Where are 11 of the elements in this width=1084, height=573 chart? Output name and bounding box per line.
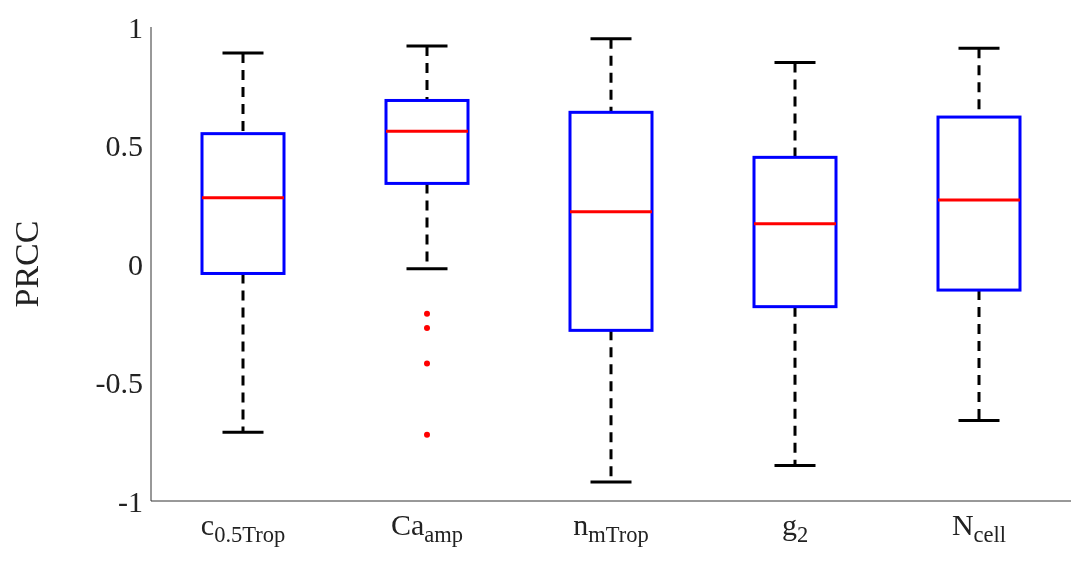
y-tick-label: 0 [128,247,143,281]
y-tick-label: 1 [128,10,143,44]
y-axis-title: PRCC [8,220,46,308]
x-tick-label: N$_{cell}$ [951,508,1007,547]
y-tick-label: -1 [118,484,143,518]
y-tick-label: -0.5 [95,366,143,400]
x-tick-label: g$_{2}$ [781,508,809,547]
y-tick-label: 0.5 [105,129,143,163]
x-tick-label: n$_{mTrop}$ [573,508,649,547]
x-tick-label: c$_{0.5Trop}$ [200,508,286,547]
x-tick-label: Ca$_{amp}$ [390,508,464,547]
